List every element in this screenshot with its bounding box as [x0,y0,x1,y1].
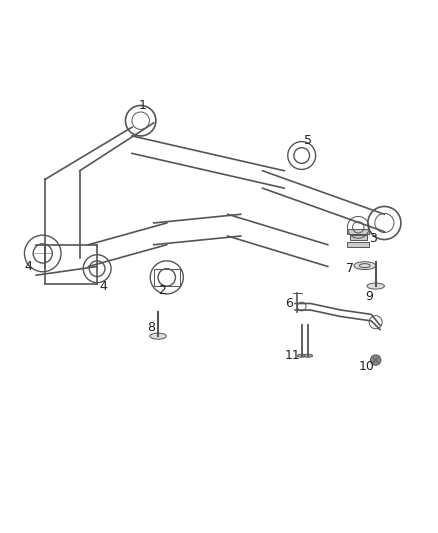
Text: 3: 3 [370,232,378,245]
Ellipse shape [297,354,306,357]
Text: 8: 8 [148,321,155,334]
Bar [350,235,367,240]
Bar [154,269,180,286]
Text: 1: 1 [139,99,147,112]
Text: 2: 2 [159,284,166,297]
Text: 11: 11 [284,349,300,362]
Text: 4: 4 [25,260,32,273]
Bar [347,229,369,234]
Ellipse shape [367,283,385,289]
Ellipse shape [150,333,166,339]
Ellipse shape [354,262,376,270]
Text: 4: 4 [100,280,108,293]
Ellipse shape [304,354,313,357]
Text: 9: 9 [365,289,373,303]
Text: 6: 6 [285,297,293,310]
Bar [347,241,369,247]
Text: 5: 5 [304,134,312,147]
Text: 7: 7 [346,262,353,275]
Text: 10: 10 [359,360,375,373]
Circle shape [371,355,381,365]
